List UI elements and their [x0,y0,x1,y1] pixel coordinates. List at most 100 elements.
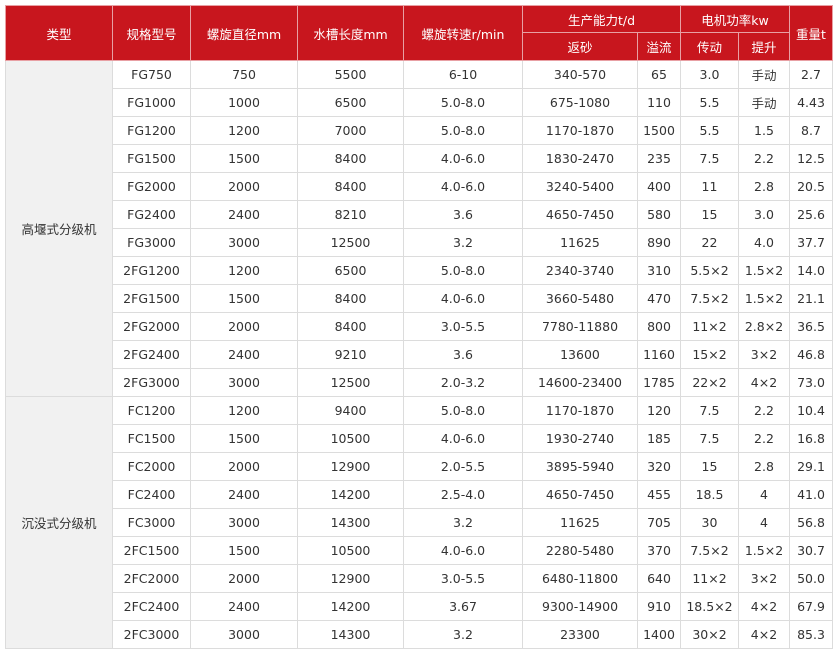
table-cell: 640 [637,564,681,593]
table-cell: 580 [637,200,681,229]
table-cell: 3×2 [738,564,790,593]
table-cell: 14600-23400 [522,368,638,397]
table-row: FG3000 3000 12500 3.2 11625 890 22 4.0 37.7 [6,228,833,257]
table-cell: 2400 [190,592,298,621]
table-cell: 10500 [297,424,404,453]
table-cell: 2400 [190,200,298,229]
table-cell: 1930-2740 [522,424,638,453]
table-cell: 1500 [190,536,298,565]
table-row: 高堰式分级机 FG750 750 5500 6-10 340-570 65 3.0 手动 2.7 [5,60,833,397]
table-cell: 3000 [190,620,298,649]
table-cell: 4 [738,480,790,509]
table-cell: FC1500 [112,424,191,453]
table-row: 2FG3000 3000 12500 2.0-3.2 14600-23400 1785 22… [6,368,833,397]
table-cell: 2.8 [738,172,790,201]
table-cell: 4×2 [738,620,790,649]
table-cell: 3000 [190,228,298,257]
table-cell: 11×2 [680,312,739,341]
table-cell: 7.5 [680,396,739,425]
table-cell: 3.2 [403,620,523,649]
table-row: 2FG2000 2000 8400 3.0-5.5 7780-11880 800 11×2 2… [6,312,833,341]
table-cell: 41.0 [789,480,833,509]
table-cell: 1.5 [738,116,790,145]
table-cell: FG750 [112,60,191,89]
table-cell: 2.2 [738,396,790,425]
table-cell: 705 [637,508,681,537]
table-cell: 2.8 [738,452,790,481]
table-cell: FC2400 [112,480,191,509]
table-cell: 12500 [297,228,404,257]
table-cell: 2.0-3.2 [403,368,523,397]
table-cell: 320 [637,452,681,481]
table-cell: 21.1 [789,284,833,313]
table-cell: 800 [637,312,681,341]
table-cell: 15 [680,452,739,481]
table-cell: 10500 [297,536,404,565]
table-cell: 470 [637,284,681,313]
table-row: 2FG2400 2400 9210 3.6 13600 1160 15×2 3×2 46.8 [6,340,833,369]
table-cell: 1170-1870 [522,116,638,145]
table-cell: 23300 [522,620,638,649]
table-cell: 7.5 [680,424,739,453]
table-row: 2FC2000 2000 12900 3.0-5.5 6480-11800 640 11×2… [6,564,833,593]
table-row: 沉没式分级机 FC1200 1200 9400 5.0-8.0 1170-1870 120 7… [5,396,833,649]
table-cell: 5.5 [680,88,739,117]
table-cell: 3240-5400 [522,172,638,201]
header-cell: 返砂 [522,32,638,61]
table-cell: 2.2 [738,144,790,173]
table-cell: 30.7 [789,536,833,565]
table-row: FC2400 2400 14200 2.5-4.0 4650-7450 455 18.5 4 4… [6,480,833,509]
table-row: FG1500 1500 8400 4.0-6.0 1830-2470 235 7.5 2.2 1… [6,144,833,173]
table-cell: 5.0-8.0 [403,88,523,117]
table-row: 2FC2400 2400 14200 3.67 9300-14900 910 18.5×2 4… [6,592,833,621]
table-cell: 15 [680,200,739,229]
table-cell: 4×2 [738,592,790,621]
table-cell: 3.0 [738,200,790,229]
table-cell: 3000 [190,508,298,537]
table-cell: 2FG2400 [112,340,191,369]
table-cell: 14200 [297,480,404,509]
group-label: 高堰式分级机 [5,60,113,397]
table-cell: 6-10 [403,60,523,89]
table-cell: 85.3 [789,620,833,649]
table-cell: 1830-2470 [522,144,638,173]
table-cell: 340-570 [522,60,638,89]
table-cell: 8400 [297,284,404,313]
table-cell: 3.0-5.5 [403,312,523,341]
table-cell: 4.0-6.0 [403,424,523,453]
table-cell: 455 [637,480,681,509]
table-cell: FC1200 [112,396,191,425]
table-cell: 37.7 [789,228,833,257]
spec-table: 类型 规格型号 螺旋直径mm 水槽长度mm 螺旋转速r/min 生产能力t/d … [5,5,833,649]
table-cell: 2.0-5.5 [403,452,523,481]
table-cell: 12900 [297,564,404,593]
table-cell: 1500 [190,424,298,453]
table-cell: 10.4 [789,396,833,425]
table-cell: 67.9 [789,592,833,621]
table-cell: 1160 [637,340,681,369]
table-row: FG2000 2000 8400 4.0-6.0 3240-5400 400 11 2.8 20… [6,172,833,201]
table-cell: FG1500 [112,144,191,173]
table-cell: 370 [637,536,681,565]
table-cell: 110 [637,88,681,117]
table-cell: 3×2 [738,340,790,369]
table-cell: 2FC3000 [112,620,191,649]
table-cell: 2FG1200 [112,256,191,285]
table-cell: 2000 [190,172,298,201]
table-cell: 1000 [190,88,298,117]
table-cell: 120 [637,396,681,425]
table-cell: 400 [637,172,681,201]
table-cell: 1500 [190,284,298,313]
table-cell: 6480-11800 [522,564,638,593]
table-cell: 5.5×2 [680,256,739,285]
header-cell: 传动 [680,32,739,61]
table-body: 高堰式分级机 FG750 750 5500 6-10 340-570 65 3.0 手动 2.7 F… [5,60,833,649]
table-cell: 185 [637,424,681,453]
table-cell: 3.0-5.5 [403,564,523,593]
table-cell: 30 [680,508,739,537]
table-cell: 2000 [190,312,298,341]
table-cell: 7780-11880 [522,312,638,341]
table-cell: 910 [637,592,681,621]
table-cell: 1500 [190,144,298,173]
table-cell: 4.0-6.0 [403,144,523,173]
